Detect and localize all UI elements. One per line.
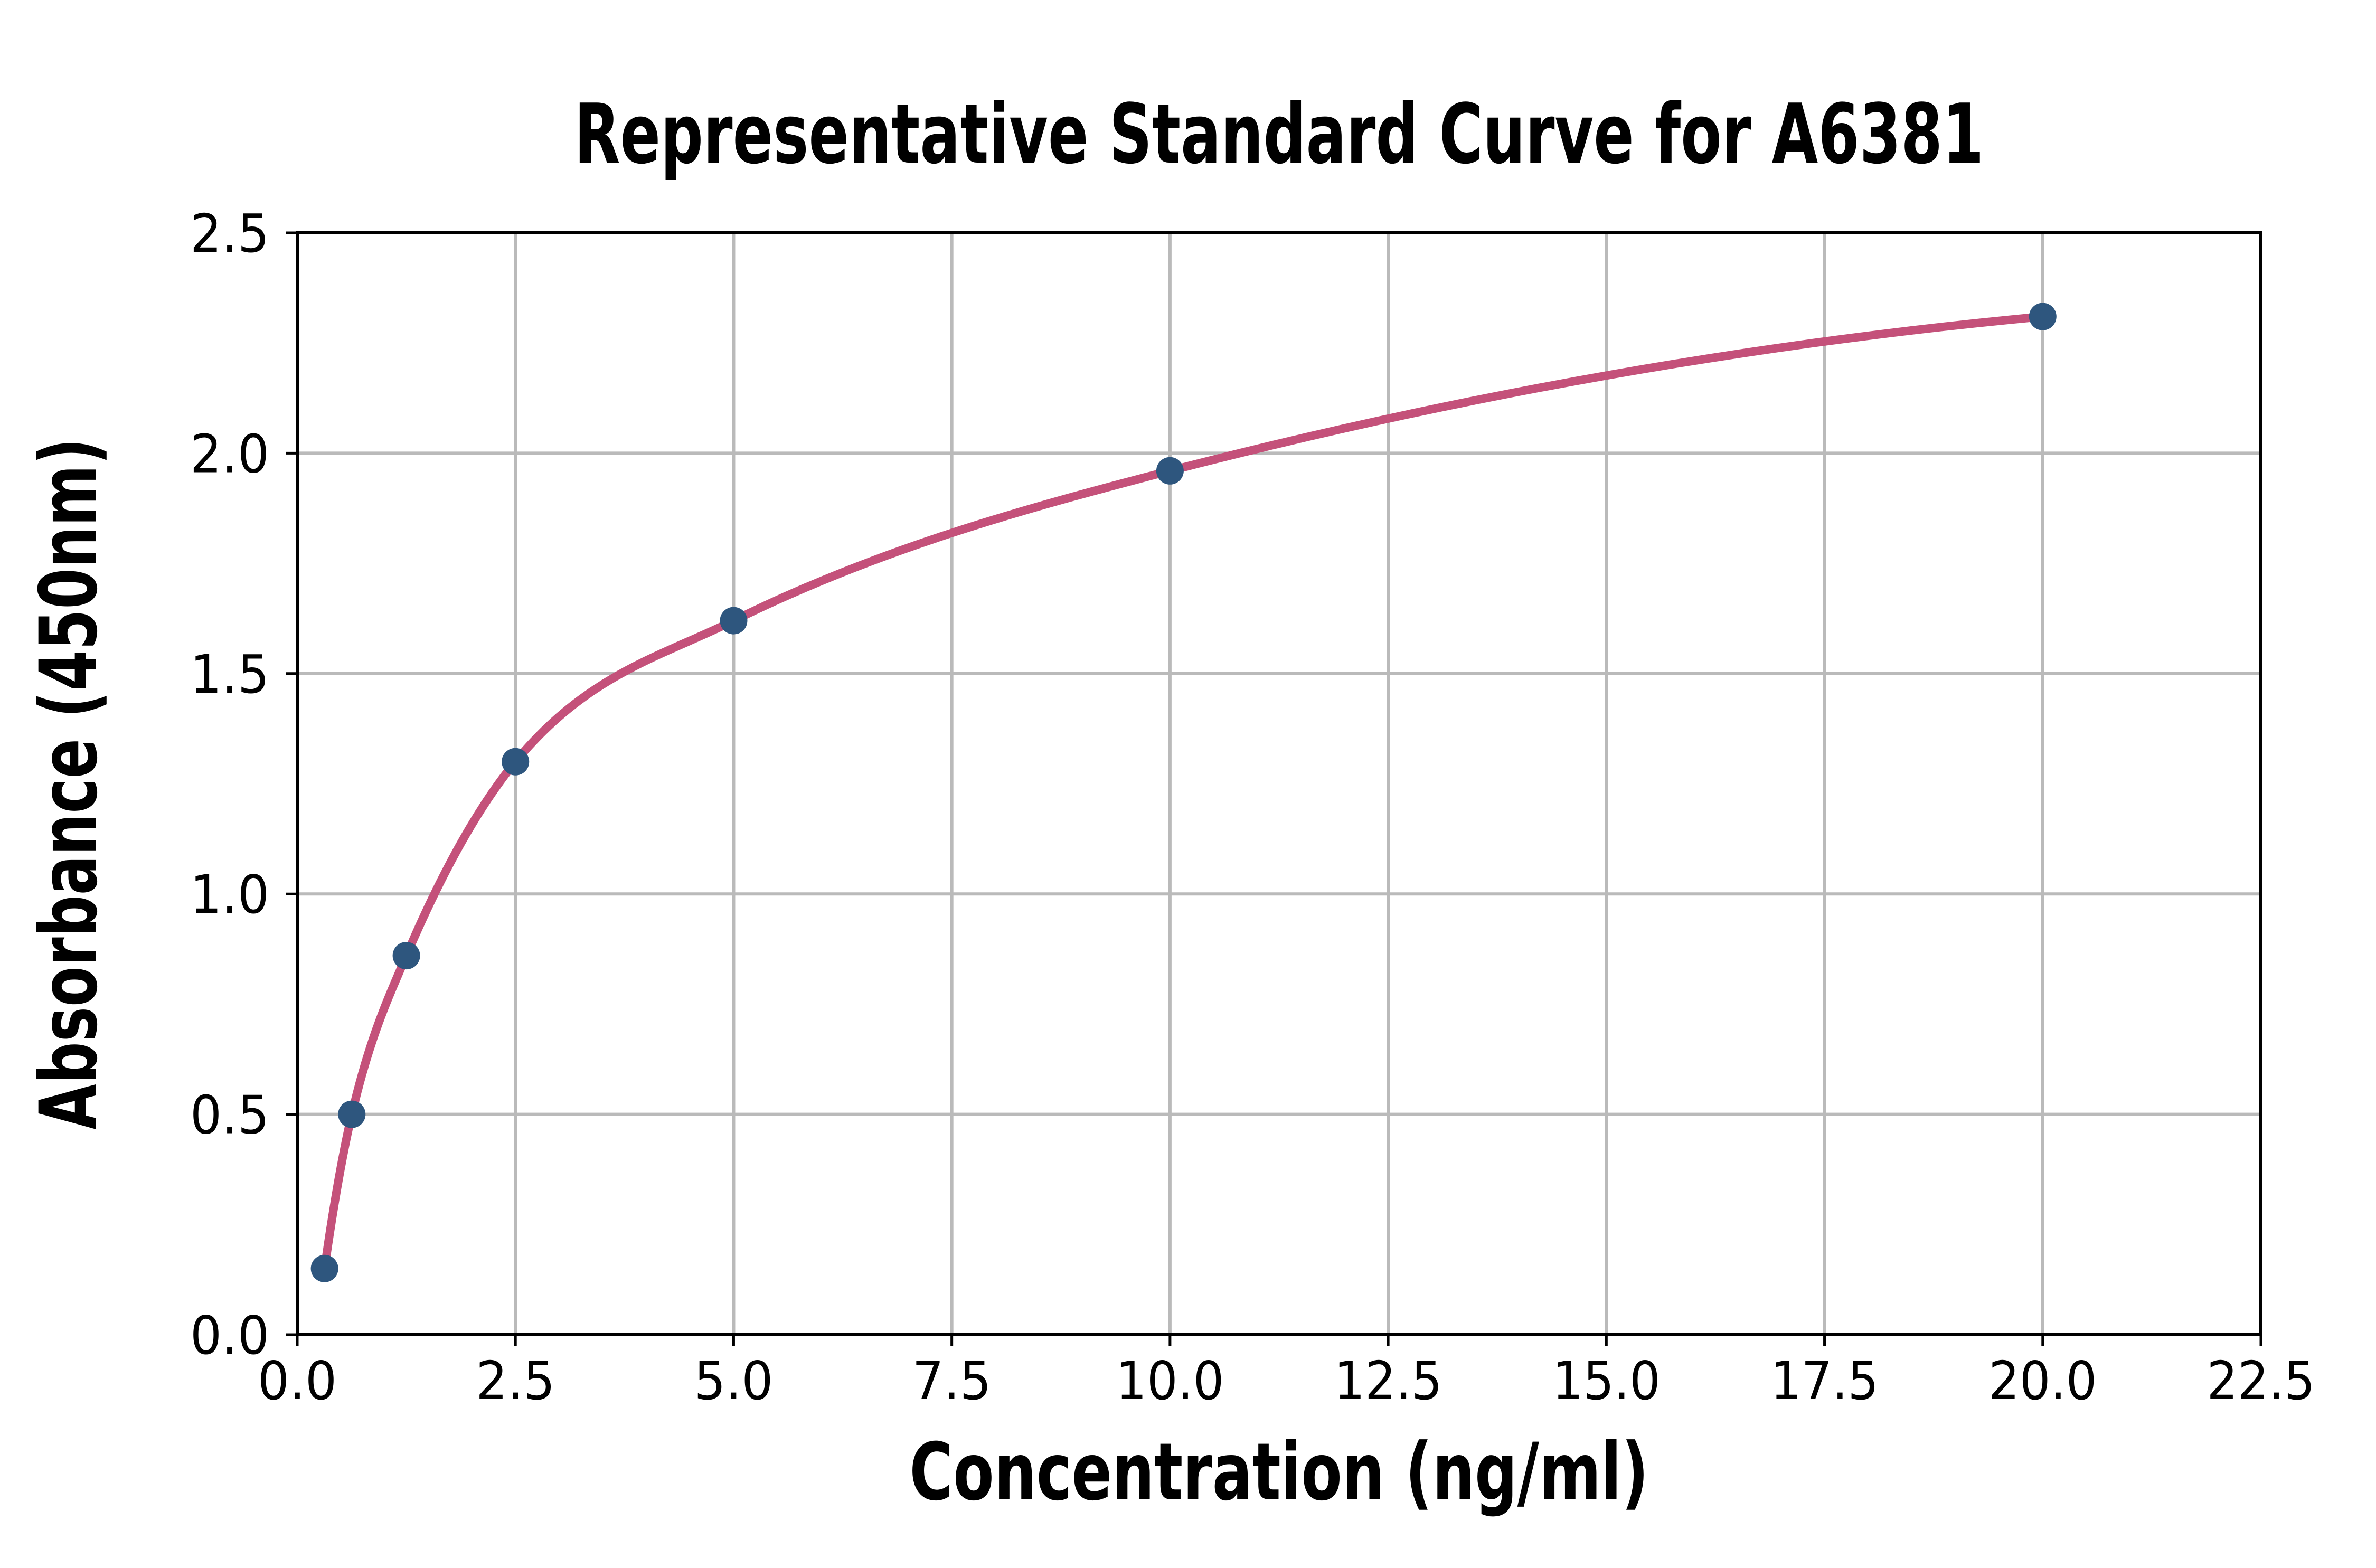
x-tick-label: 15.0 [1552,1350,1661,1412]
data-point [720,607,748,635]
y-axis-label: Absorbance (450nm) [23,438,115,1130]
data-points [310,303,2057,1282]
x-tick-label: 0.0 [258,1350,337,1412]
x-tick-label: 5.0 [694,1350,773,1412]
data-point [502,748,530,776]
data-point [338,1100,366,1128]
data-point [310,1254,338,1282]
y-tick-label: 2.0 [190,423,269,485]
y-tick-label: 1.0 [190,864,269,925]
x-tick-label: 17.5 [1770,1350,1879,1412]
y-tick-label: 1.5 [190,644,269,705]
x-tick-label: 12.5 [1334,1350,1442,1412]
gridlines [297,233,2261,1335]
fitted-curve [320,312,2047,1273]
data-point [392,942,420,970]
x-tick-label: 7.5 [912,1350,992,1412]
y-tick-labels: 0.0 0.5 1.0 1.5 2.0 2.5 [190,203,269,1366]
y-tick-label: 0.0 [190,1305,269,1366]
x-tick-labels: 0.0 2.5 5.0 7.5 10.0 12.5 15.0 17.5 20.0 22.5 [258,1350,2315,1412]
plot-frame [296,231,2262,1336]
axis-ticks [286,231,2262,1346]
x-tick-label: 20.0 [1988,1350,2097,1412]
y-tick-label: 2.5 [190,203,269,265]
x-tick-label: 2.5 [476,1350,555,1412]
x-tick-label: 22.5 [2207,1350,2315,1412]
x-tick-label: 10.0 [1116,1350,1224,1412]
data-point [1156,457,1184,485]
chart-title: Representative Standard Curve for A6381 [574,86,1984,182]
x-axis-label: Concentration (ng/ml) [910,1427,1649,1518]
y-tick-label: 0.5 [190,1084,269,1146]
data-point [2029,303,2057,330]
